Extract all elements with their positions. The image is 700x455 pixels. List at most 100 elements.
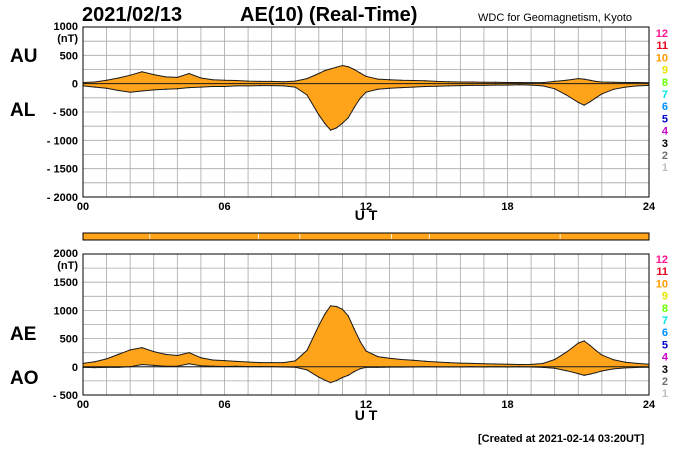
x-tick-label: 18 xyxy=(501,399,513,411)
y-tick-label: 1500 xyxy=(54,277,78,289)
data-point-au xyxy=(117,77,119,79)
data-point-au xyxy=(247,80,249,82)
data-point-au xyxy=(613,81,615,83)
data-point-ae xyxy=(223,359,226,362)
data-point-au xyxy=(223,79,226,81)
data-point-al xyxy=(188,87,190,89)
data-point-au xyxy=(542,82,544,84)
data-point-au xyxy=(483,81,485,83)
data-point-al xyxy=(506,84,509,86)
data-point-au xyxy=(400,79,402,81)
data-point-au xyxy=(565,79,568,81)
data-point-ae xyxy=(247,361,249,363)
data-point-al xyxy=(388,87,391,89)
station-legend-3: 3 xyxy=(662,364,668,376)
x-tick-label: 24 xyxy=(643,201,656,213)
data-point-au xyxy=(436,80,438,82)
data-point-au xyxy=(495,81,497,83)
data-point-au xyxy=(365,75,367,77)
data-point-ae xyxy=(294,360,296,362)
data-point-au xyxy=(153,74,155,76)
data-point-ao xyxy=(306,369,308,371)
y-tick-label: - 1500 xyxy=(47,164,78,176)
station-legend-1: 1 xyxy=(662,388,668,400)
data-point-au xyxy=(341,64,344,67)
data-point-ao xyxy=(200,365,202,367)
station-availability-strip xyxy=(82,232,650,241)
data-point-ae xyxy=(613,359,615,361)
data-point-ae xyxy=(565,351,568,353)
data-point-ae xyxy=(335,305,338,308)
data-point-ae xyxy=(636,362,638,365)
data-point-al xyxy=(212,85,214,88)
data-point-ae xyxy=(94,361,96,363)
data-point-ae xyxy=(595,349,597,352)
data-point-al xyxy=(436,85,438,87)
data-point-au xyxy=(105,79,108,81)
x-tick-label: 24 xyxy=(643,399,656,411)
data-point-ao xyxy=(589,373,591,375)
data-point-ae xyxy=(117,353,119,355)
station-legend-4: 4 xyxy=(662,352,669,364)
data-point-ao xyxy=(613,368,615,370)
data-point-ae xyxy=(377,356,379,358)
station-legend-4: 4 xyxy=(662,126,669,138)
data-point-au xyxy=(589,79,591,81)
data-point-au xyxy=(330,68,332,70)
data-point-al xyxy=(365,91,367,93)
data-point-ae xyxy=(200,357,202,359)
data-point-au xyxy=(624,81,627,84)
data-point-al xyxy=(294,86,296,88)
data-point-ae xyxy=(105,358,108,360)
data-point-ao xyxy=(353,370,355,373)
data-point-ae xyxy=(259,361,261,364)
station-legend-9: 9 xyxy=(662,65,668,77)
data-point-al xyxy=(318,114,320,116)
y-tick-label: - 1000 xyxy=(47,135,78,147)
data-point-al xyxy=(595,97,597,99)
data-point-au xyxy=(412,79,414,82)
plot-title: AE(10) (Real-Time) xyxy=(240,4,418,26)
data-point-al xyxy=(447,85,450,87)
station-legend-12: 12 xyxy=(656,254,668,266)
station-legend-8: 8 xyxy=(662,303,668,315)
data-point-ae xyxy=(400,358,402,361)
data-point-ao xyxy=(141,363,143,366)
data-point-au xyxy=(447,81,450,83)
station-legend-5: 5 xyxy=(662,339,668,351)
data-point-al xyxy=(530,84,532,86)
x-tick-label: 06 xyxy=(218,201,230,213)
data-point-au xyxy=(459,81,461,83)
y-tick-label: 2000 xyxy=(54,248,78,260)
data-point-au xyxy=(347,66,349,68)
data-point-au xyxy=(259,80,261,82)
data-point-ae xyxy=(388,357,391,359)
data-point-au xyxy=(595,80,597,82)
data-point-ae xyxy=(212,359,214,361)
data-point-au xyxy=(318,72,320,75)
data-point-al xyxy=(324,122,326,124)
x-axis-label: U T xyxy=(355,207,378,223)
data-point-al xyxy=(94,86,96,88)
data-point-au xyxy=(324,70,326,72)
station-legend-7: 7 xyxy=(662,315,668,327)
data-point-ao xyxy=(583,374,585,376)
data-source: WDC for Geomagnetism, Kyoto xyxy=(478,12,633,24)
data-point-au xyxy=(530,82,532,84)
station-legend-12: 12 xyxy=(656,28,668,40)
created-timestamp: [Created at 2021-02-14 03:20UT] xyxy=(478,433,645,445)
data-point-au xyxy=(129,74,131,76)
data-point-au xyxy=(636,81,638,84)
data-point-al xyxy=(282,85,285,87)
data-point-al xyxy=(330,129,332,131)
data-point-al xyxy=(353,106,355,109)
data-point-ao xyxy=(595,372,597,374)
y-tick-label: - 500 xyxy=(53,390,78,402)
data-point-au xyxy=(601,81,603,83)
y-unit-label: (nT) xyxy=(57,33,78,45)
data-point-au xyxy=(353,68,355,71)
data-point-al xyxy=(518,84,520,86)
data-point-ao xyxy=(153,364,155,366)
